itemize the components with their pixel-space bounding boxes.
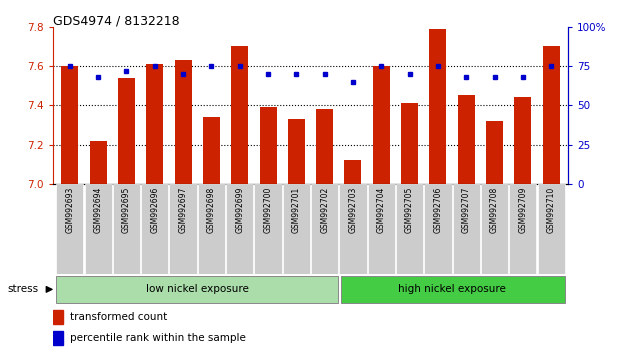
Bar — [430, 29, 446, 184]
Text: GSM992699: GSM992699 — [235, 187, 244, 233]
Bar — [345, 160, 361, 184]
Bar — [486, 121, 503, 184]
Bar — [231, 46, 248, 184]
Text: GSM992704: GSM992704 — [377, 187, 386, 233]
Bar — [56, 184, 83, 274]
Bar — [368, 184, 395, 274]
Bar — [197, 184, 225, 274]
Bar — [203, 117, 220, 184]
Text: GSM992695: GSM992695 — [122, 187, 131, 233]
Bar — [175, 60, 191, 184]
Bar — [453, 184, 480, 274]
Bar — [340, 276, 565, 303]
Text: GSM992698: GSM992698 — [207, 187, 216, 233]
Text: GSM992708: GSM992708 — [490, 187, 499, 233]
Bar — [288, 119, 305, 184]
Bar — [89, 141, 107, 184]
Bar — [481, 184, 508, 274]
Text: GDS4974 / 8132218: GDS4974 / 8132218 — [53, 14, 179, 27]
Text: GSM992702: GSM992702 — [320, 187, 329, 233]
Bar — [424, 184, 451, 274]
Bar — [53, 331, 63, 345]
Bar — [226, 184, 253, 274]
Bar — [113, 184, 140, 274]
Text: GSM992693: GSM992693 — [65, 187, 75, 233]
Bar — [260, 107, 276, 184]
Bar — [255, 184, 281, 274]
Text: transformed count: transformed count — [70, 312, 167, 322]
Bar — [53, 310, 63, 324]
Bar — [118, 78, 135, 184]
Bar — [141, 184, 168, 274]
Text: GSM992703: GSM992703 — [348, 187, 358, 233]
Text: GSM992709: GSM992709 — [519, 187, 527, 233]
Bar — [538, 184, 565, 274]
Bar — [396, 184, 424, 274]
Bar — [401, 103, 418, 184]
Bar — [316, 109, 333, 184]
Bar — [56, 276, 338, 303]
Bar — [458, 96, 475, 184]
Text: GSM992697: GSM992697 — [179, 187, 188, 233]
Text: high nickel exposure: high nickel exposure — [398, 284, 506, 294]
Text: GSM992701: GSM992701 — [292, 187, 301, 233]
Text: low nickel exposure: low nickel exposure — [146, 284, 248, 294]
Text: stress: stress — [7, 284, 39, 295]
Text: GSM992705: GSM992705 — [405, 187, 414, 233]
Text: GSM992707: GSM992707 — [462, 187, 471, 233]
Bar — [311, 184, 338, 274]
Bar — [61, 66, 78, 184]
Bar — [514, 97, 532, 184]
Bar — [509, 184, 537, 274]
Bar — [84, 184, 112, 274]
Text: GSM992706: GSM992706 — [433, 187, 442, 233]
Text: GSM992696: GSM992696 — [150, 187, 159, 233]
Bar — [146, 64, 163, 184]
Bar — [373, 66, 390, 184]
Text: GSM992694: GSM992694 — [94, 187, 102, 233]
Text: percentile rank within the sample: percentile rank within the sample — [70, 333, 245, 343]
Text: GSM992710: GSM992710 — [546, 187, 556, 233]
Bar — [170, 184, 197, 274]
Bar — [340, 184, 366, 274]
Bar — [283, 184, 310, 274]
Text: GSM992700: GSM992700 — [263, 187, 273, 233]
Bar — [543, 46, 560, 184]
